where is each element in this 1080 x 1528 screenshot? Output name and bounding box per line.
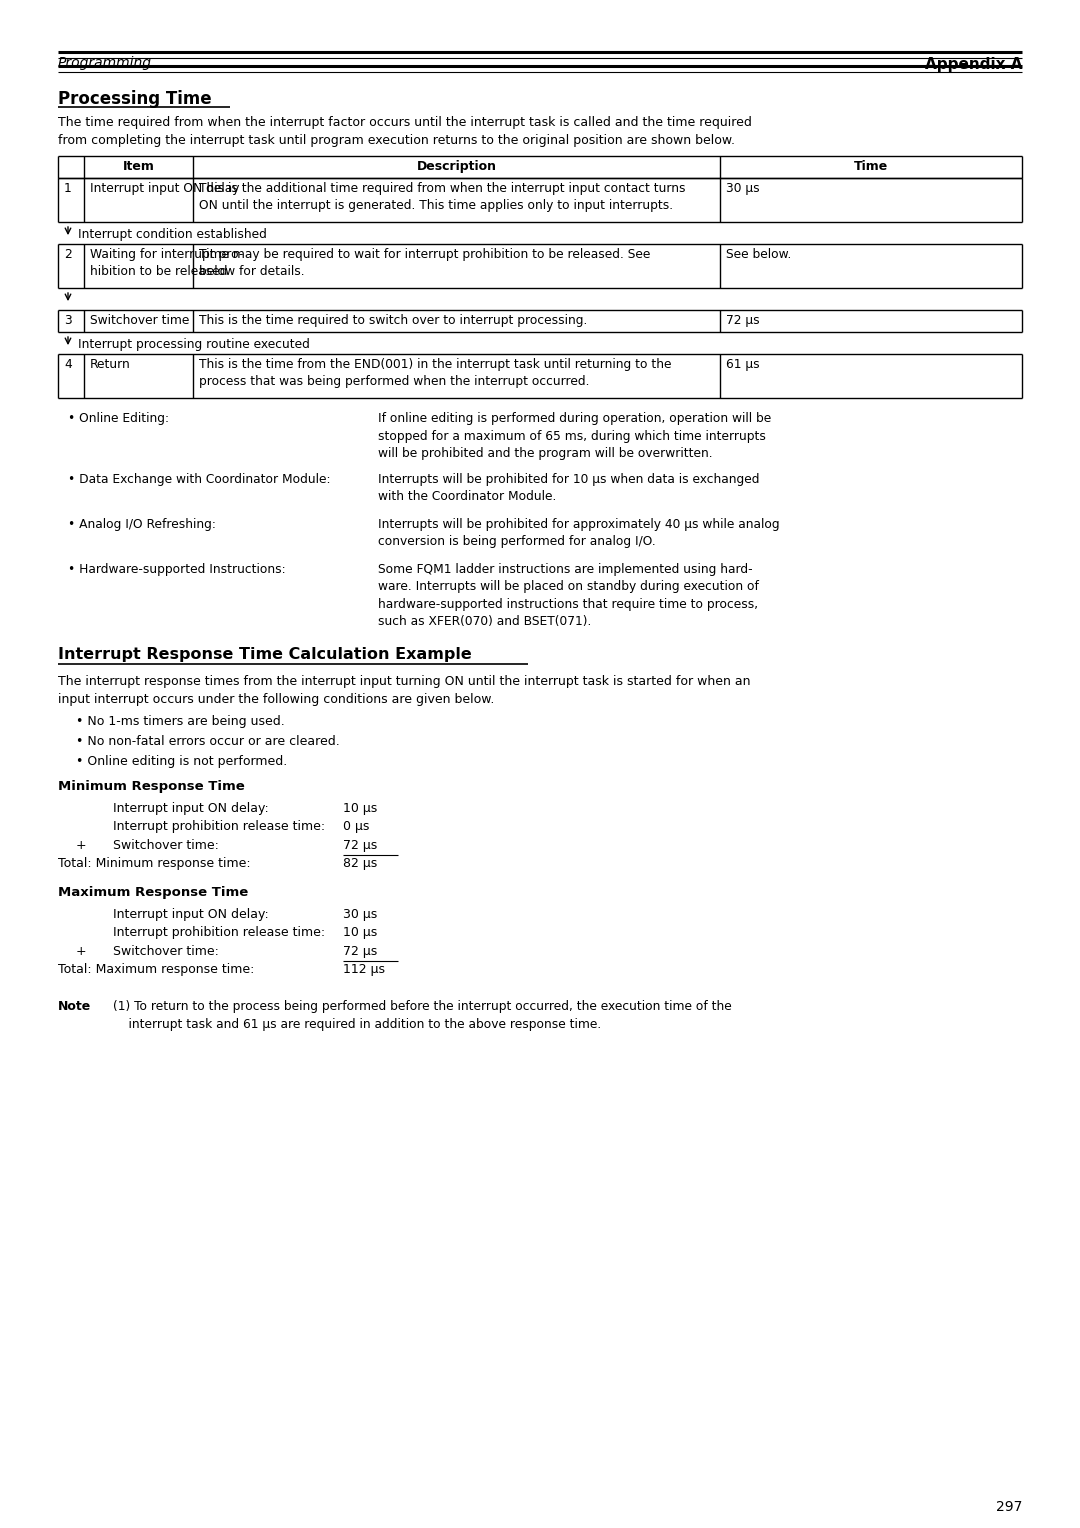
Text: Interrupt condition established: Interrupt condition established [78, 228, 267, 241]
Text: • Data Exchange with Coordinator Module:: • Data Exchange with Coordinator Module: [68, 472, 330, 486]
Text: Switchover time:: Switchover time: [113, 944, 219, 958]
Text: 297: 297 [996, 1500, 1022, 1514]
Text: Appendix A: Appendix A [924, 57, 1022, 72]
Text: This is the time required to switch over to interrupt processing.: This is the time required to switch over… [199, 313, 588, 327]
Text: (1) To return to the process being performed before the interrupt occurred, the : (1) To return to the process being perfo… [113, 999, 732, 1030]
Text: Interrupt processing routine executed: Interrupt processing routine executed [78, 338, 310, 351]
Text: 10 μs: 10 μs [343, 802, 377, 814]
Text: +: + [76, 944, 86, 958]
Text: 4: 4 [64, 358, 71, 371]
Text: 61 μs: 61 μs [726, 358, 759, 371]
Text: 1: 1 [64, 182, 71, 196]
Text: Switchover time:: Switchover time: [113, 839, 219, 851]
Text: Interrupt Response Time Calculation Example: Interrupt Response Time Calculation Exam… [58, 646, 472, 662]
Text: Some FQM1 ladder instructions are implemented using hard-
ware. Interrupts will : Some FQM1 ladder instructions are implem… [378, 562, 759, 628]
Text: Interrupt prohibition release time:: Interrupt prohibition release time: [113, 926, 325, 940]
Text: Time: Time [854, 160, 888, 173]
Text: Interrupt input ON delay:: Interrupt input ON delay: [113, 908, 269, 920]
Text: This is the time from the END(001) in the interrupt task until returning to the
: This is the time from the END(001) in th… [199, 358, 672, 388]
Text: • Online editing is not performed.: • Online editing is not performed. [76, 755, 287, 767]
Text: 0 μs: 0 μs [343, 821, 369, 833]
Text: Switchover time: Switchover time [90, 313, 189, 327]
Text: 112 μs: 112 μs [343, 963, 384, 976]
Text: 2: 2 [64, 248, 71, 261]
Text: • Hardware-supported Instructions:: • Hardware-supported Instructions: [68, 562, 285, 576]
Text: Interrupts will be prohibited for approximately 40 μs while analog
conversion is: Interrupts will be prohibited for approx… [378, 518, 780, 549]
Text: • No non-fatal errors occur or are cleared.: • No non-fatal errors occur or are clear… [76, 735, 340, 747]
Text: Time may be required to wait for interrupt prohibition to be released. See
below: Time may be required to wait for interru… [199, 248, 650, 278]
Text: • No 1-ms timers are being used.: • No 1-ms timers are being used. [76, 715, 285, 727]
Text: 30 μs: 30 μs [343, 908, 377, 920]
Text: Programming: Programming [58, 57, 152, 70]
Text: 30 μs: 30 μs [726, 182, 759, 196]
Text: 72 μs: 72 μs [343, 944, 377, 958]
Text: This is the additional time required from when the interrupt input contact turns: This is the additional time required fro… [199, 182, 686, 212]
Text: Processing Time: Processing Time [58, 90, 212, 108]
Text: • Online Editing:: • Online Editing: [68, 413, 168, 425]
Text: If online editing is performed during operation, operation will be
stopped for a: If online editing is performed during op… [378, 413, 771, 460]
Text: 82 μs: 82 μs [343, 857, 377, 869]
Text: The time required from when the interrupt factor occurs until the interrupt task: The time required from when the interrup… [58, 116, 752, 147]
Text: Maximum Response Time: Maximum Response Time [58, 886, 248, 898]
Text: 3: 3 [64, 313, 71, 327]
Text: Waiting for interrupt pro-
hibition to be released: Waiting for interrupt pro- hibition to b… [90, 248, 243, 278]
Text: • Analog I/O Refreshing:: • Analog I/O Refreshing: [68, 518, 216, 530]
Text: Description: Description [417, 160, 497, 173]
Text: +: + [76, 839, 86, 851]
Text: Total: Minimum response time:: Total: Minimum response time: [58, 857, 251, 869]
Text: 10 μs: 10 μs [343, 926, 377, 940]
Text: 72 μs: 72 μs [343, 839, 377, 851]
Text: Return: Return [90, 358, 131, 371]
Text: See below.: See below. [726, 248, 792, 261]
Text: Minimum Response Time: Minimum Response Time [58, 779, 245, 793]
Text: Interrupt input ON delay:: Interrupt input ON delay: [113, 802, 269, 814]
Text: Item: Item [122, 160, 154, 173]
Text: The interrupt response times from the interrupt input turning ON until the inter: The interrupt response times from the in… [58, 674, 751, 706]
Text: Note: Note [58, 999, 91, 1013]
Text: Interrupts will be prohibited for 10 μs when data is exchanged
with the Coordina: Interrupts will be prohibited for 10 μs … [378, 472, 759, 503]
Text: Interrupt prohibition release time:: Interrupt prohibition release time: [113, 821, 325, 833]
Text: 72 μs: 72 μs [726, 313, 759, 327]
Text: Interrupt input ON delay: Interrupt input ON delay [90, 182, 240, 196]
Text: Total: Maximum response time:: Total: Maximum response time: [58, 963, 255, 976]
